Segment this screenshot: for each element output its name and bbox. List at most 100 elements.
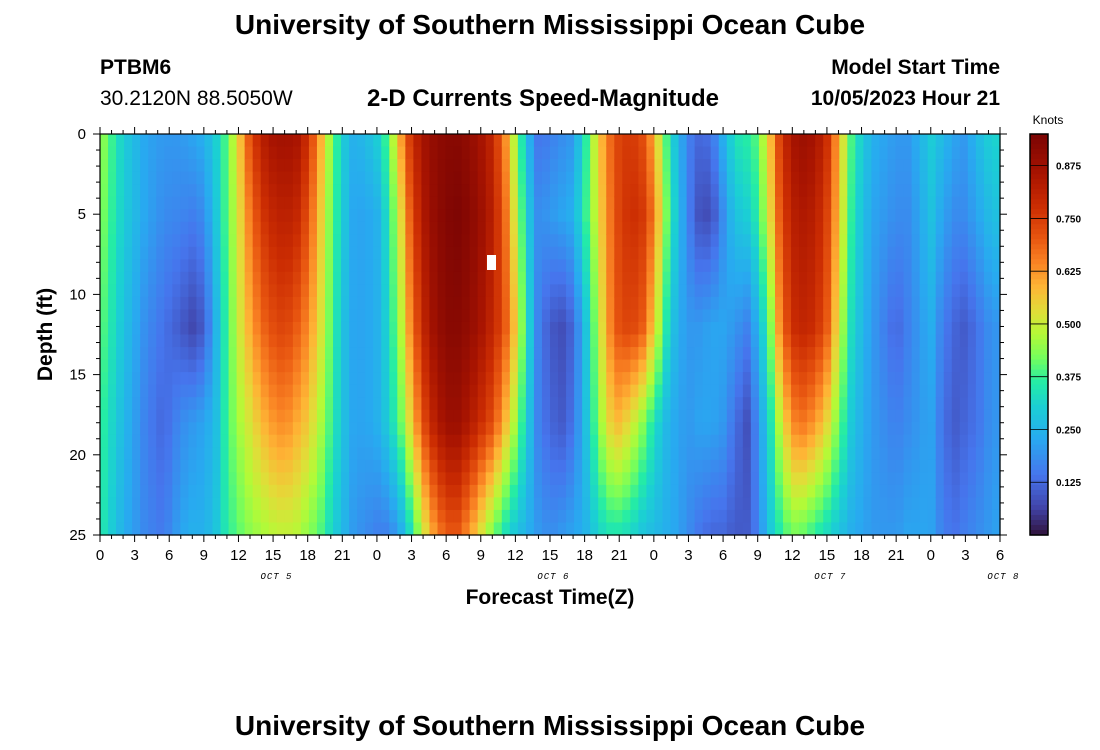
heatmap-cell [791,409,800,423]
heatmap-cell [951,422,961,436]
heatmap-cell [839,384,848,398]
heatmap-cell [541,259,551,273]
heatmap-cell [349,409,358,423]
heatmap-cell [236,347,246,361]
heatmap-cell [461,459,471,473]
heatmap-cell [967,434,977,448]
heatmap-cell [654,384,664,398]
heatmap-cell [839,472,848,486]
heatmap-cell [493,434,503,448]
heatmap-cell [493,384,503,398]
heatmap-cell [349,484,358,499]
heatmap-cell [148,234,157,248]
heatmap-cell [919,434,929,448]
heatmap-cell [734,372,744,386]
heatmap-cell [236,284,246,298]
heatmap-cell [172,459,181,473]
heatmap-cell [558,447,567,461]
heatmap-cell [164,359,173,373]
heatmap-cell [943,259,953,273]
heatmap-cell [413,159,423,173]
heatmap-cell [469,497,479,511]
heatmap-cell [702,246,712,260]
heatmap-cell [445,246,455,260]
heatmap-cell [389,159,398,173]
heatmap-cell [381,472,390,486]
heatmap-cell [373,484,382,499]
heatmap-cell [493,184,503,198]
heatmap-cell [397,384,406,398]
heatmap-cell [525,347,535,361]
heatmap-cell [622,384,631,398]
heatmap-cell [397,284,406,298]
heatmap-cell [935,259,945,273]
heatmap-cell [180,434,189,448]
heatmap-cell [276,334,286,348]
heatmap-cell [991,459,1001,473]
heatmap-cell [558,509,567,524]
heatmap-cell [694,271,704,285]
heatmap-cell [140,459,149,473]
heatmap-cell [718,296,728,311]
heatmap-cell [453,384,463,398]
heatmap-cell [815,296,824,311]
heatmap-cell [831,196,840,210]
heatmap-cell [815,334,824,348]
heatmap-cell [300,334,310,348]
x-tick-label: 9 [754,547,762,564]
heatmap-cell [775,284,784,298]
heatmap-cell [566,459,575,473]
heatmap-cell [943,309,953,323]
heatmap-cell [212,372,222,386]
heatmap-cell [413,409,423,423]
heatmap-cell [389,347,398,361]
heatmap-cell [879,284,889,298]
heatmap-cell [967,472,977,486]
heatmap-cell [606,359,615,373]
heatmap-cell [260,184,270,198]
colorbar-segment [1030,349,1048,356]
heatmap-cell [284,522,294,536]
colorbar-segment [1030,419,1048,426]
heatmap-cell [212,347,222,361]
colorbar-segment [1030,379,1048,386]
heatmap-cell [678,296,688,311]
heatmap-cell [951,134,961,148]
heatmap-cell [381,171,390,185]
heatmap-cell [823,484,832,499]
heatmap-cell [292,134,302,148]
heatmap-cell [919,447,929,461]
heatmap-cell [100,397,109,411]
heatmap-cell [220,522,230,536]
heatmap-cell [614,184,623,198]
heatmap-cell [831,397,840,411]
heatmap-cell [590,196,599,210]
x-tick-label: 21 [611,547,628,564]
heatmap-cell [373,259,382,273]
heatmap-cell [429,434,439,448]
heatmap-cell [268,259,278,273]
heatmap-cell [477,171,487,185]
heatmap-cell [991,184,1001,198]
heatmap-cell [325,484,334,499]
heatmap-cell [268,171,278,185]
heatmap-cell [903,234,913,248]
heatmap-cell [847,221,856,235]
heatmap-cell [349,359,358,373]
heatmap-cell [341,409,350,423]
heatmap-cell [590,146,599,160]
heatmap-cell [116,459,125,473]
heatmap-cell [140,234,149,248]
heatmap-cell [742,209,752,223]
colorbar-segment [1030,334,1048,341]
heatmap-cell [220,497,230,511]
heatmap-cell [566,334,575,348]
heatmap-cell [365,321,374,336]
heatmap-cell [662,196,672,210]
heatmap-cell [244,497,254,511]
heatmap-cell [823,409,832,423]
heatmap-cell [734,359,744,373]
heatmap-cell [758,196,768,210]
heatmap-cell [775,321,784,336]
heatmap-cell [156,171,165,185]
